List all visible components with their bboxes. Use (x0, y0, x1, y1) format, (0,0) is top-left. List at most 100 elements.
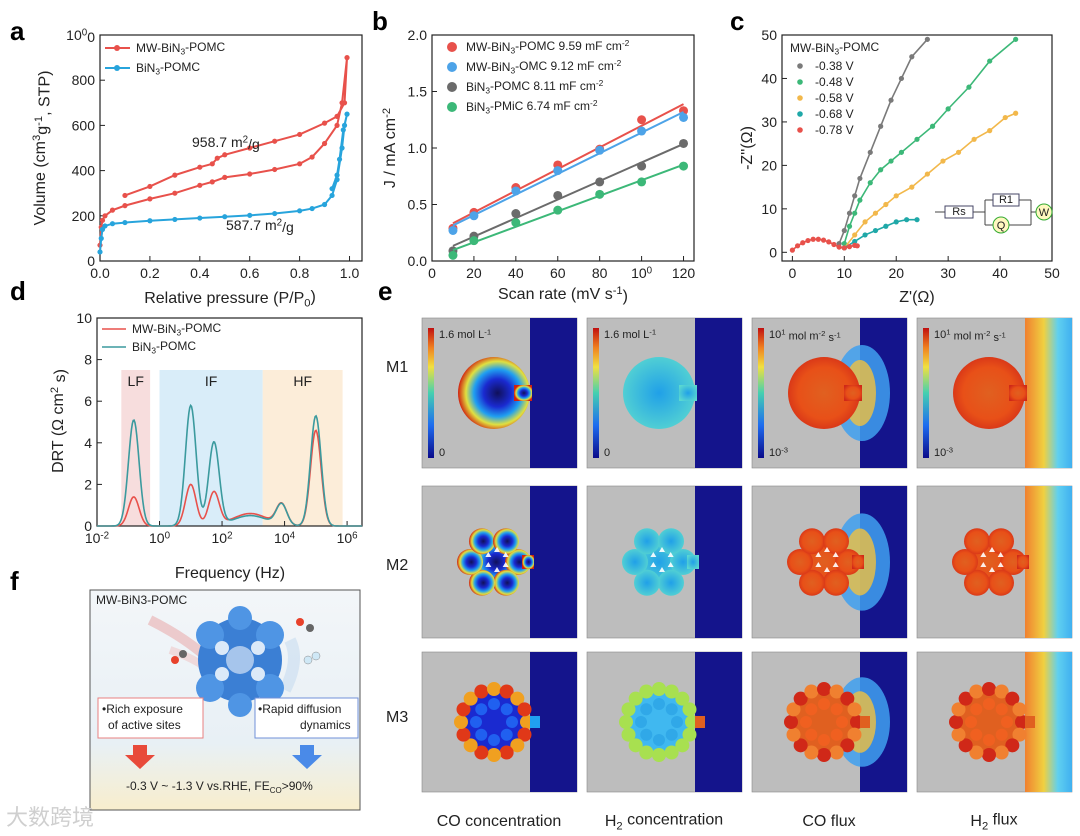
nyquist-point (893, 219, 899, 225)
nyquist-point (867, 149, 873, 155)
isotherm-point (339, 145, 345, 151)
isotherm-point (172, 172, 178, 178)
legend-label: -0.38 V (815, 59, 854, 73)
nyquist-point (914, 217, 920, 223)
particle-sphere-unit (499, 684, 514, 699)
resistor-r1 (992, 193, 1020, 207)
equivalent-circuit: Rs R1 Q W (935, 193, 1053, 234)
particle-sphere-unit (621, 702, 636, 717)
particle-sphere-unit (499, 745, 514, 760)
inner-sphere-unit (805, 728, 818, 741)
isotherm-point (344, 111, 350, 117)
circuit-label-rs: Rs (952, 206, 966, 218)
feature-right-line1: •Rapid diffusion (258, 702, 341, 716)
particle-sphere-unit (454, 715, 468, 729)
particle-sphere-unit (463, 738, 478, 753)
colorbar-max-label: 1.6 mol L-1​ (439, 328, 491, 341)
particle-sphere-unit (786, 702, 801, 717)
pore-marker (832, 562, 839, 567)
column-label: CO flux (802, 813, 855, 830)
inner-sphere-unit (500, 728, 513, 741)
particle-lobe (493, 569, 519, 596)
pore-marker (650, 552, 657, 557)
particle-lobe (799, 528, 825, 555)
particle-sphere-unit (682, 702, 697, 717)
particle-sphere-unit (994, 684, 1009, 699)
nyquist-point (878, 123, 884, 129)
nyquist-point (826, 239, 832, 245)
pore-marker (485, 562, 492, 567)
pore-marker (815, 562, 822, 567)
chart-d: LF IF HF 10-2​ 100​ 102​ 104​ 106​ 0 2 4 6 8 10 MW-BiN… (49, 310, 363, 582)
pore-marker (815, 552, 822, 557)
circuit-label-q: Q (997, 220, 1006, 232)
o-atom (171, 656, 179, 664)
data-point (469, 236, 479, 246)
nyquist-point (862, 232, 868, 238)
schematic-title: MW-BiN3-POMC (96, 593, 187, 607)
o-atom-2 (296, 618, 304, 626)
colorbar-min-label: 0 (439, 447, 445, 459)
electrolyte-strip (695, 318, 742, 468)
inner-sphere-unit (475, 728, 488, 741)
y-tick-label: 0 (769, 244, 777, 260)
particle-sphere-unit (517, 727, 532, 742)
pore-marker (997, 552, 1004, 557)
nyquist-point (987, 58, 993, 64)
inner-sphere-unit (830, 728, 843, 741)
inner-sphere-unit (983, 698, 995, 710)
particle-neck (1025, 716, 1035, 728)
y-tick-label: 2 (84, 476, 92, 492)
inner-sphere-unit (995, 703, 1008, 716)
plot-frame (96, 317, 363, 527)
y-tick-label: 20 (761, 157, 777, 173)
map-m3-1 (586, 651, 743, 793)
y-tick-label: 2.0 (408, 27, 428, 43)
colorbar-max-label: 101​ mol m-2 s-1​ (934, 328, 1006, 344)
inner-sphere-unit (1001, 716, 1013, 728)
inner-sphere-unit (640, 728, 653, 741)
particle-sphere-unit (510, 691, 525, 706)
column-label: H2​ concentration (605, 812, 723, 833)
panel-label-e: e (378, 276, 392, 306)
particle-sphere-unit (982, 682, 996, 696)
isotherm-point (321, 120, 328, 126)
legend-label: MW-BiN3​-POMC (132, 321, 221, 338)
y-tick-label: 100​0 (66, 27, 95, 45)
nyquist-point (888, 97, 894, 103)
particle-lobe (634, 528, 660, 555)
nyquist-point (909, 184, 915, 190)
nyquist-point (846, 223, 853, 229)
legend-label: -0.48 V (815, 75, 854, 89)
isotherm-point (309, 205, 315, 212)
y-tick-label: 600 (72, 117, 96, 133)
map-m3-2 (751, 651, 908, 793)
inner-sphere-unit (665, 728, 678, 741)
schematic-bottom-text: -0.3 V ~ -1.3 V vs.RHE, FECO>90% (126, 779, 313, 795)
particle-sphere-unit (621, 727, 636, 742)
isotherm-point (341, 100, 348, 106)
data-point (595, 145, 605, 155)
isotherm-point (98, 235, 104, 241)
isotherm-point (272, 166, 278, 173)
nyquist-point (820, 237, 827, 243)
nyquist-point (852, 238, 858, 245)
data-point (679, 112, 689, 122)
particle-lobe (964, 528, 990, 555)
particle-sphere-unit (639, 684, 654, 699)
pore-marker (667, 562, 674, 567)
map-m3-3 (916, 651, 1073, 793)
data-point (637, 115, 647, 125)
inner-sphere-unit (475, 703, 488, 716)
pore-marker (659, 567, 665, 572)
isotherm-point (272, 210, 278, 217)
x-tick-label: 0.0 (90, 265, 110, 281)
y-axis-label: J / mA cm-2​ (381, 108, 399, 188)
nyquist-point (810, 236, 816, 242)
particle-sphere-unit (982, 748, 996, 762)
isotherm-point (297, 131, 303, 138)
particle-sphere-unit (951, 702, 966, 717)
legend-marker (797, 127, 803, 133)
colorbar-max-label: 1.6 mol L-1​ (604, 328, 656, 341)
frequency-region (262, 370, 343, 526)
